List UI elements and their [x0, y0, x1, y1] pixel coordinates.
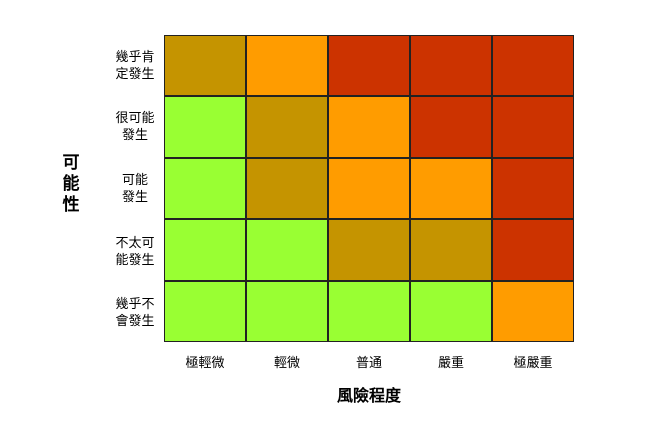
risk-cell-r5-c4	[410, 280, 492, 342]
row-label-possible: 可能 發生	[100, 172, 170, 206]
risk-cell-r4-c2	[246, 219, 328, 281]
row-label-line: 幾乎不	[115, 297, 155, 312]
risk-cell-r3-c4	[410, 157, 492, 220]
risk-cell-r1-c4	[410, 35, 492, 97]
risk-cell-r4-c5	[492, 219, 574, 281]
row-label-line: 能發生	[115, 253, 155, 268]
risk-cell-r3-c1	[164, 157, 246, 220]
risk-cell-r4-c3	[328, 219, 410, 281]
row-label-line: 發生	[121, 190, 148, 205]
risk-cell-r4-c4	[410, 219, 492, 281]
row-label-line: 幾乎肯	[115, 50, 155, 65]
risk-cell-r3-c5	[492, 157, 574, 220]
row-label-line: 很可能	[115, 111, 155, 126]
risk-cell-r5-c5	[492, 280, 574, 342]
row-label-line: 可能	[121, 173, 148, 188]
risk-cell-r4-c1	[164, 219, 246, 281]
risk-cell-r3-c3	[328, 157, 410, 220]
row-label-likely: 很可能 發生	[100, 110, 170, 144]
row-label-line: 會發生	[115, 314, 155, 329]
row-label-unlikely: 不太可 能發生	[100, 235, 170, 269]
risk-cell-r1-c5	[492, 35, 574, 97]
risk-cell-r5-c2	[246, 280, 328, 342]
risk-cell-r5-c3	[328, 280, 410, 342]
risk-cell-r5-c1	[164, 280, 246, 342]
row-label-line: 不太可	[115, 236, 155, 251]
risk-cell-r2-c4	[410, 96, 492, 158]
risk-cell-r2-c2	[246, 96, 328, 158]
risk-cell-r1-c3	[328, 35, 410, 97]
col-label-severe: 極嚴重	[513, 356, 553, 371]
row-label-almost-certain: 幾乎肯 定發生	[100, 49, 170, 83]
col-label-negligible: 極輕微	[185, 356, 225, 371]
risk-cell-r1-c2	[246, 35, 328, 97]
y-axis-label-char: 性	[62, 195, 80, 215]
y-axis-label: 可 能 性	[56, 153, 86, 216]
risk-cell-r1-c1	[164, 35, 246, 97]
risk-grid	[164, 35, 574, 342]
row-label-line: 發生	[121, 128, 148, 143]
row-label-rare: 幾乎不 會發生	[100, 296, 170, 330]
y-axis-label-char: 可	[62, 153, 80, 173]
risk-cell-r2-c1	[164, 96, 246, 158]
col-label-major: 嚴重	[437, 356, 464, 371]
row-label-line: 定發生	[115, 67, 155, 82]
risk-cell-r2-c3	[328, 96, 410, 158]
risk-cell-r3-c2	[246, 157, 328, 220]
col-label-minor: 輕微	[273, 356, 300, 371]
x-axis-label: 風險程度	[336, 386, 401, 405]
risk-cell-r2-c5	[492, 96, 574, 158]
col-label-moderate: 普通	[355, 356, 382, 371]
y-axis-label-char: 能	[62, 174, 80, 194]
